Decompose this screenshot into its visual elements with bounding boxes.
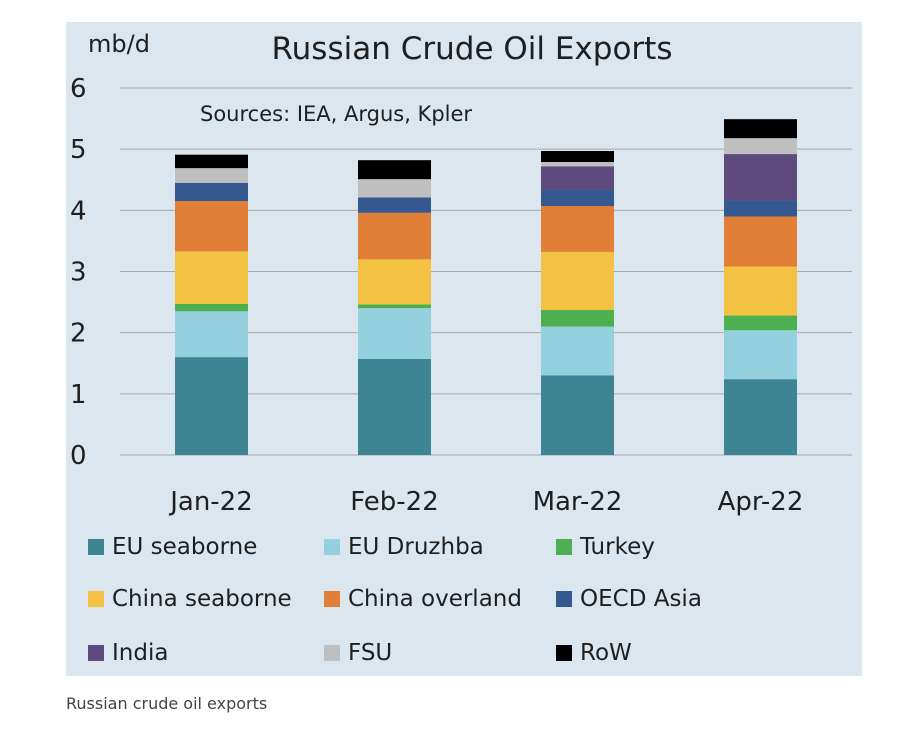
- legend-swatch: [88, 645, 104, 661]
- legend-label: India: [112, 640, 169, 666]
- bar-segment-fsu: [175, 168, 248, 183]
- y-tick-labels: 0 1 2 3 4 5 6: [70, 74, 87, 471]
- bar-segment-eu-seaborne: [724, 379, 797, 455]
- bar-segment-fsu: [541, 162, 614, 167]
- legend-item: EU seaborne: [88, 534, 257, 560]
- bar-segment-row: [724, 119, 797, 139]
- bar-segment-eu-seaborne: [541, 375, 614, 455]
- legend-item: Turkey: [556, 534, 655, 560]
- legend-swatch: [556, 591, 572, 607]
- stacked-bar-chart: mb/d Russian Crude Oil Exports Sources: …: [70, 30, 852, 517]
- y-tick-label: 1: [70, 380, 87, 410]
- legend-swatch: [324, 591, 340, 607]
- legend-label: FSU: [348, 640, 393, 666]
- bars: [175, 119, 797, 455]
- y-tick-label: 6: [70, 74, 87, 104]
- bar-segment-oecd-asia: [724, 200, 797, 217]
- y-tick-label: 2: [70, 319, 87, 349]
- legend-label: EU Druzhba: [348, 534, 484, 560]
- legend-label: EU seaborne: [112, 534, 258, 560]
- bar-segment-row: [175, 154, 248, 169]
- legend-item: EU Druzhba: [324, 534, 484, 560]
- bar-segment-oecd-asia: [358, 197, 431, 213]
- x-tick-labels: Jan-22 Feb-22 Mar-22 Apr-22: [168, 487, 803, 517]
- bar-segment-fsu: [358, 179, 431, 198]
- bar-segment-eu-seaborne: [358, 358, 431, 455]
- legend-swatch: [556, 645, 572, 661]
- bar-segment-china-overland: [175, 201, 248, 252]
- bar-segment-india: [541, 166, 614, 190]
- bar-segment-turkey: [358, 304, 431, 309]
- figure-caption: Russian crude oil exports: [66, 694, 268, 713]
- bar-segment-eu-druzhba: [724, 330, 797, 380]
- chart-title: Russian Crude Oil Exports: [272, 31, 673, 67]
- bar-segment-oecd-asia: [175, 182, 248, 202]
- legend-item: China seaborne: [88, 586, 292, 612]
- x-tick-label: Apr-22: [718, 487, 804, 517]
- y-tick-label: 0: [70, 441, 87, 471]
- x-tick-label: Feb-22: [350, 487, 439, 517]
- legend-swatch: [88, 539, 104, 555]
- legend-label: OECD Asia: [580, 586, 702, 612]
- bar-segment-turkey: [541, 310, 614, 327]
- legend-label: Turkey: [580, 534, 655, 560]
- bar-segment-eu-seaborne: [175, 357, 248, 455]
- bar-segment-china-overland: [724, 216, 797, 267]
- legend-swatch: [324, 539, 340, 555]
- bar-segment-india: [724, 154, 797, 201]
- legend-label: China overland: [348, 586, 522, 612]
- legend-item: India: [88, 640, 168, 666]
- bar-segment-china-seaborne: [724, 266, 797, 316]
- bar-segment-oecd-asia: [541, 189, 614, 207]
- bar-segment-china-overland: [541, 206, 614, 252]
- bar-segment-turkey: [724, 315, 797, 331]
- bar-segment-china-seaborne: [175, 251, 248, 304]
- bar-segment-eu-druzhba: [541, 326, 614, 376]
- legend-swatch: [324, 645, 340, 661]
- bar-segment-fsu: [724, 138, 797, 155]
- x-tick-label: Mar-22: [533, 487, 623, 517]
- legend-label: RoW: [580, 640, 632, 666]
- x-tick-label: Jan-22: [168, 487, 253, 517]
- legend-swatch: [88, 591, 104, 607]
- bar-segment-china-overland: [358, 212, 431, 260]
- bar-segment-eu-druzhba: [358, 308, 431, 359]
- bar-segment-row: [358, 160, 431, 180]
- legend-item: RoW: [556, 640, 632, 666]
- bar-segment-china-seaborne: [541, 251, 614, 311]
- legend-swatch: [556, 539, 572, 555]
- legend-item: China overland: [324, 586, 522, 612]
- y-axis-unit-label: mb/d: [88, 30, 150, 58]
- y-tick-label: 5: [70, 135, 87, 165]
- legend-item: OECD Asia: [556, 586, 702, 612]
- bar-segment-china-seaborne: [358, 259, 431, 305]
- legend-label: China seaborne: [112, 586, 292, 612]
- y-tick-label: 3: [70, 258, 87, 288]
- bar-segment-eu-druzhba: [175, 311, 248, 358]
- chart-panel: mb/d Russian Crude Oil Exports Sources: …: [66, 22, 862, 676]
- sources-annotation: Sources: IEA, Argus, Kpler: [200, 102, 472, 126]
- bar-segment-turkey: [175, 303, 248, 312]
- bar-segment-row: [541, 151, 614, 163]
- legend-item: FSU: [324, 640, 392, 666]
- y-tick-label: 4: [70, 196, 87, 226]
